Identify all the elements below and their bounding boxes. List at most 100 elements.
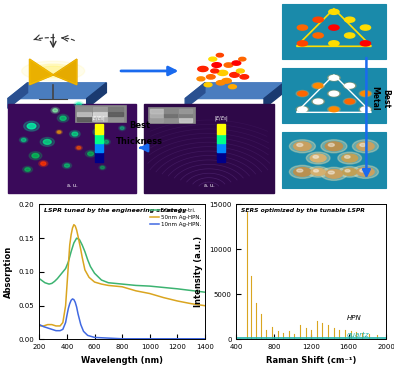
50nm Ag-tri. xyxy=(99,278,104,282)
Circle shape xyxy=(212,63,221,68)
Circle shape xyxy=(342,168,357,176)
50nm Ag-HPN. xyxy=(67,243,72,247)
50nm Ag-tri. xyxy=(66,260,71,264)
Ellipse shape xyxy=(22,166,33,173)
Circle shape xyxy=(297,25,307,30)
50nm Ag-HPN. xyxy=(92,280,97,284)
X-axis label: Raman Shift (cm⁻¹): Raman Shift (cm⁻¹) xyxy=(266,356,357,365)
Circle shape xyxy=(361,91,370,96)
Circle shape xyxy=(339,166,360,177)
Circle shape xyxy=(327,91,340,97)
Bar xyxy=(164,118,177,122)
10nm Ag-HPN. xyxy=(85,333,90,338)
Legend: 50nm Ag-tri., 50nm Ag-HPN., 10nm Ag-HPN.: 50nm Ag-tri., 50nm Ag-HPN., 10nm Ag-HPN. xyxy=(149,207,202,228)
10nm Ag-HPN. xyxy=(63,320,68,325)
Ellipse shape xyxy=(104,140,109,143)
Ellipse shape xyxy=(37,66,69,76)
Circle shape xyxy=(289,140,315,153)
10nm Ag-HPN. xyxy=(65,313,69,317)
Ellipse shape xyxy=(102,139,110,145)
50nm Ag-tri. xyxy=(61,270,65,274)
10nm Ag-HPN. xyxy=(66,306,71,311)
Circle shape xyxy=(297,143,303,146)
Bar xyxy=(108,117,123,121)
50nm Ag-tri. xyxy=(77,237,82,242)
50nm Ag-HPN. xyxy=(71,222,76,227)
10nm Ag-HPN. xyxy=(61,327,65,331)
Bar xyxy=(164,109,177,113)
Circle shape xyxy=(344,17,355,22)
Bar xyxy=(95,152,103,162)
Ellipse shape xyxy=(77,146,81,149)
Circle shape xyxy=(360,143,366,146)
Ellipse shape xyxy=(111,112,118,117)
Circle shape xyxy=(352,140,378,153)
50nm Ag-tri. xyxy=(43,281,47,285)
10nm Ag-HPN. xyxy=(74,305,79,309)
Circle shape xyxy=(329,25,339,30)
Bar xyxy=(108,107,123,111)
Circle shape xyxy=(230,73,239,77)
Bar xyxy=(179,118,192,122)
10nm Ag-HPN. xyxy=(50,327,54,331)
Ellipse shape xyxy=(112,113,116,116)
Circle shape xyxy=(314,170,318,172)
Circle shape xyxy=(198,66,208,72)
Line: 50nm Ag-HPN.: 50nm Ag-HPN. xyxy=(39,224,205,326)
Line: 10nm Ag-HPN.: 10nm Ag-HPN. xyxy=(39,299,205,339)
Ellipse shape xyxy=(53,109,58,112)
Bar xyxy=(150,118,163,122)
Polygon shape xyxy=(185,83,205,108)
Circle shape xyxy=(313,17,323,22)
Bar xyxy=(77,117,91,121)
50nm Ag-tri. xyxy=(83,250,87,254)
10nm Ag-HPN. xyxy=(70,297,75,301)
Ellipse shape xyxy=(25,168,30,171)
Polygon shape xyxy=(30,59,53,85)
50nm Ag-HPN. xyxy=(99,282,104,286)
Bar xyxy=(95,134,103,143)
Text: a. u.: a. u. xyxy=(204,183,214,188)
Bar xyxy=(179,109,192,113)
50nm Ag-HPN. xyxy=(73,224,78,228)
Circle shape xyxy=(328,171,335,174)
Circle shape xyxy=(343,98,356,105)
Text: LSPR tuned by the engineering strategy: LSPR tuned by the engineering strategy xyxy=(45,208,187,214)
Circle shape xyxy=(312,98,324,105)
50nm Ag-HPN. xyxy=(58,324,62,328)
Ellipse shape xyxy=(87,152,94,155)
Circle shape xyxy=(343,82,356,89)
Bar xyxy=(217,152,225,162)
Circle shape xyxy=(357,168,374,176)
Circle shape xyxy=(297,169,303,172)
50nm Ag-tri. xyxy=(203,290,207,294)
Bar xyxy=(77,107,91,111)
Circle shape xyxy=(361,107,370,112)
Bar xyxy=(144,104,274,193)
Bar xyxy=(93,107,107,111)
Circle shape xyxy=(229,85,236,89)
10nm Ag-HPN. xyxy=(69,298,73,303)
Circle shape xyxy=(307,166,329,177)
50nm Ag-HPN. xyxy=(134,289,138,293)
50nm Ag-tri. xyxy=(55,277,60,281)
Circle shape xyxy=(360,169,366,172)
Circle shape xyxy=(217,70,228,76)
Text: quartz: quartz xyxy=(347,332,369,338)
Circle shape xyxy=(359,91,372,97)
50nm Ag-tri. xyxy=(71,241,76,245)
Circle shape xyxy=(329,41,339,46)
50nm Ag-HPN. xyxy=(63,304,68,308)
Ellipse shape xyxy=(85,150,96,157)
Circle shape xyxy=(344,33,355,38)
50nm Ag-HPN. xyxy=(189,301,193,306)
Text: SERS optimized by the tunable LSPR: SERS optimized by the tunable LSPR xyxy=(241,208,365,214)
Line: 50nm Ag-tri.: 50nm Ag-tri. xyxy=(39,238,205,292)
Ellipse shape xyxy=(32,153,39,158)
50nm Ag-HPN. xyxy=(61,320,65,325)
50nm Ag-HPN. xyxy=(37,324,42,328)
Polygon shape xyxy=(8,83,106,99)
Circle shape xyxy=(345,99,355,104)
Bar xyxy=(217,143,225,152)
Circle shape xyxy=(209,57,217,61)
